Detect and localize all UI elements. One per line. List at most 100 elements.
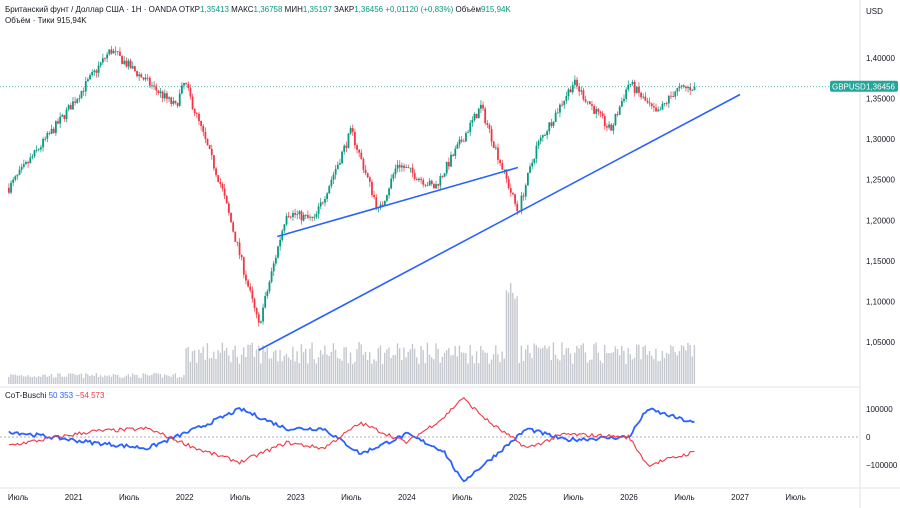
trendline[interactable] — [277, 166, 519, 238]
volume-bar — [84, 373, 87, 384]
volume-bar — [499, 361, 501, 384]
volume-bar — [546, 348, 548, 384]
candle-body — [148, 77, 151, 86]
candle-body — [424, 184, 427, 186]
volume-bar — [484, 352, 486, 384]
candle-body — [667, 95, 670, 104]
candle-body — [74, 101, 76, 103]
volume-bar — [593, 344, 595, 384]
candle-body — [161, 91, 164, 99]
candle-body — [260, 321, 262, 323]
volume-bar — [270, 358, 273, 384]
volume-bar — [430, 357, 433, 384]
price-axis[interactable]: 1,40000 1,35000 1,30000 1,25000 1,20000 1,150… — [866, 54, 895, 347]
volume-bar — [685, 350, 687, 384]
volume-bar — [381, 363, 384, 384]
volume-bar — [657, 361, 659, 384]
volume-bar — [151, 374, 153, 384]
trendline[interactable] — [258, 93, 741, 351]
candle-body — [347, 133, 350, 148]
candle-body — [603, 116, 606, 127]
candle-body — [221, 184, 224, 189]
candle-body — [153, 85, 156, 87]
candle-body — [37, 149, 40, 151]
candle-body — [176, 103, 179, 106]
candle-body — [539, 137, 542, 142]
candle-body — [492, 141, 495, 148]
candle-body — [238, 242, 241, 256]
candle-body — [642, 96, 645, 98]
candle-body — [80, 90, 83, 99]
indicator-legend[interactable]: CoT-Buschi 50 353 −54 573 — [5, 391, 104, 400]
volume-bar — [35, 377, 38, 384]
candle-body — [529, 166, 531, 173]
volume-bar — [633, 357, 636, 384]
volume-bar — [676, 355, 679, 384]
candle-body — [277, 246, 279, 258]
volume-bar — [311, 342, 313, 384]
candle-body — [104, 58, 106, 60]
volume-bar — [392, 355, 394, 384]
candle-body — [185, 82, 188, 84]
candle-body — [646, 100, 649, 103]
candle-body — [586, 101, 589, 103]
candle-body — [266, 291, 269, 296]
candle-body — [552, 121, 555, 126]
candle-body — [25, 162, 27, 165]
candle-body — [110, 49, 113, 54]
trendlines[interactable] — [258, 93, 741, 351]
volume-bar — [76, 375, 78, 384]
volume-bar — [52, 377, 55, 384]
candle-body — [247, 280, 249, 287]
volume-bar — [44, 374, 46, 384]
volume-bar — [74, 374, 76, 384]
volume-bar — [125, 375, 127, 384]
volume-bar — [279, 349, 281, 384]
candle-body — [409, 167, 412, 169]
volume-bar — [230, 362, 232, 384]
volume-bar — [87, 374, 89, 384]
candle-body — [157, 90, 160, 94]
time-tick-label: Июль — [230, 493, 250, 502]
volume-bar — [142, 373, 145, 384]
candle-body — [456, 144, 459, 149]
volume-bar — [219, 352, 221, 384]
candle-body — [133, 66, 136, 72]
volume-bar — [559, 360, 561, 384]
volume-bar — [245, 357, 247, 384]
indicator-axis[interactable]: 100000 0 −100000 — [866, 405, 898, 470]
candle-body — [507, 178, 510, 189]
volume-bar — [527, 345, 529, 384]
volume-bar — [510, 282, 512, 384]
volume-bar — [238, 363, 241, 384]
volume-bar — [640, 359, 642, 384]
candle-body — [373, 194, 376, 198]
candle-body — [339, 163, 341, 165]
candle-body — [27, 162, 30, 164]
candle-body — [612, 124, 615, 131]
candle-body — [356, 145, 358, 150]
candle-body — [313, 216, 316, 218]
volume-bar — [625, 363, 627, 384]
time-axis[interactable]: Июль 2021 Июль 2022 Июль 2023 Июль 2024 Июль 2025… — [8, 493, 806, 502]
price-badge-symbol: GBPUSD — [832, 82, 866, 91]
candle-body — [59, 116, 62, 124]
volume-bar — [627, 348, 629, 384]
volume-legend[interactable]: Объём · Тики 915,94K — [5, 16, 87, 25]
volume-bar — [319, 350, 322, 384]
candle-body — [411, 167, 414, 173]
symbol-legend[interactable]: Британский фунт / Доллар США · 1Н · OAND… — [5, 5, 511, 14]
volume-bar — [121, 377, 123, 384]
volume-bar — [213, 351, 215, 384]
volume-bar — [89, 375, 91, 384]
volume-bar — [537, 347, 540, 384]
candle-body — [516, 203, 519, 212]
volume-bar — [27, 375, 29, 384]
volume-bar — [146, 375, 149, 384]
candle-body — [565, 96, 568, 101]
volume-bar — [465, 353, 467, 384]
candle-body — [262, 307, 264, 322]
candle-body — [315, 213, 318, 217]
candle-body — [125, 60, 128, 67]
